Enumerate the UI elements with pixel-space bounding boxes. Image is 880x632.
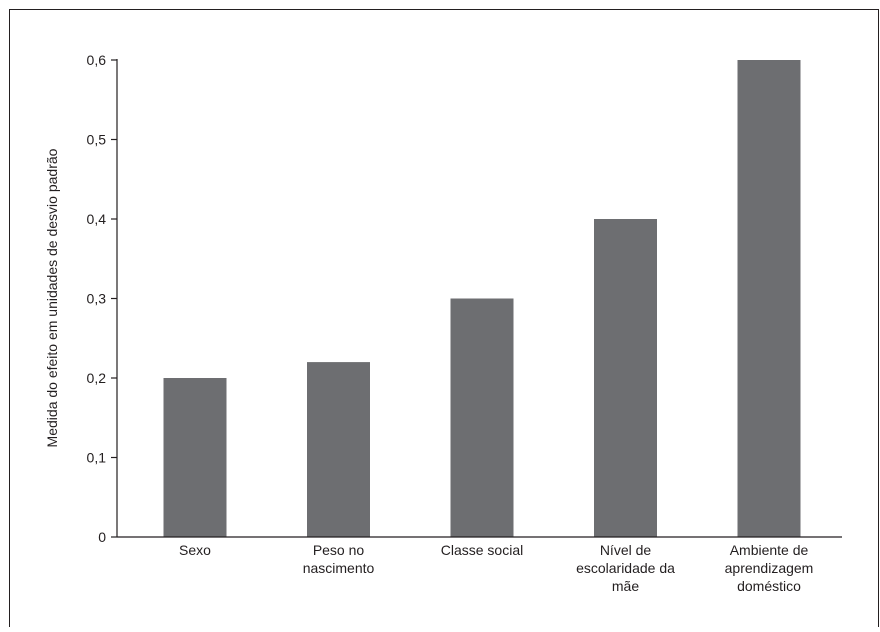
x-axis: Sexo Peso no nascimento Classe social Nível … (117, 536, 842, 594)
bar (737, 60, 801, 537)
y-tick-label: 0,2 (87, 370, 107, 386)
bars-group (163, 60, 801, 537)
x-category-label-line: escolaridade da (576, 560, 675, 576)
x-category-label: Ambiente de aprendizagem doméstico (725, 542, 814, 594)
y-tick-label: 0,6 (87, 52, 107, 68)
x-category-label: Peso no nascimento (303, 542, 375, 576)
x-category-label-line: aprendizagem (725, 560, 814, 576)
x-category-label: Nível de escolaridade da mãe (576, 542, 675, 594)
y-tick-label: 0,5 (87, 132, 107, 148)
bar (450, 298, 514, 537)
bar (163, 378, 227, 537)
x-category-label-line: Sexo (179, 542, 211, 558)
y-axis-title: Medida do efeito em unidades de desvio p… (44, 148, 60, 447)
y-tick-label: 0,3 (87, 291, 107, 307)
x-category-label: Sexo (179, 542, 211, 558)
y-axis: 0 0,1 0,2 0,3 0,4 0,5 0,6 (87, 52, 118, 545)
y-tick-label: 0,1 (87, 450, 107, 466)
bar (594, 219, 657, 537)
y-tick-label: 0 (98, 529, 106, 545)
x-category-label: Classe social (441, 542, 523, 558)
x-category-label-line: doméstico (737, 578, 801, 594)
x-category-label-line: Nível de (600, 542, 652, 558)
y-tick-label: 0,4 (87, 211, 107, 227)
x-category-label-line: Ambiente de (730, 542, 809, 558)
x-category-label-line: Peso no (313, 542, 365, 558)
x-category-label-line: Classe social (441, 542, 523, 558)
x-category-label-line: mãe (612, 578, 639, 594)
x-category-label-line: nascimento (303, 560, 375, 576)
bar (307, 362, 370, 537)
